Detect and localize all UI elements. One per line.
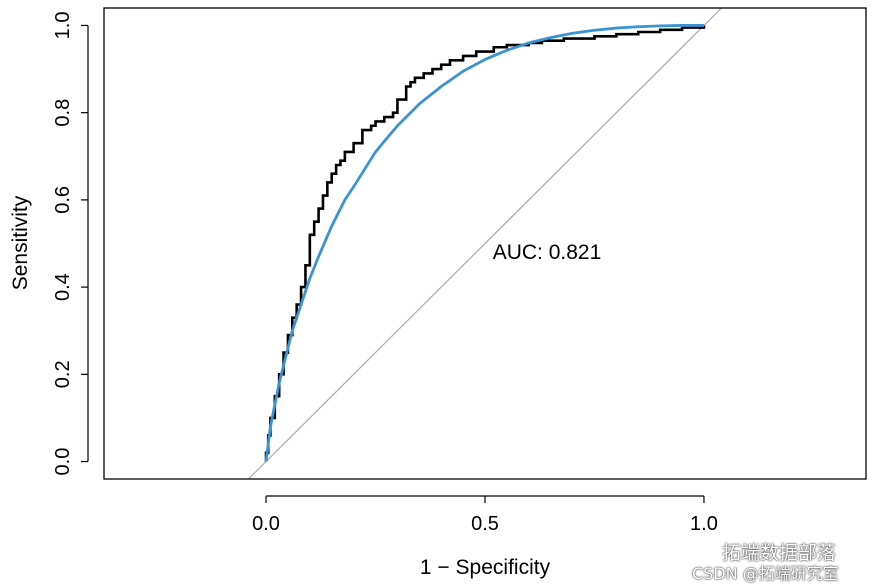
auc-annotation: AUC: 0.821 xyxy=(493,241,602,264)
plot-frame xyxy=(103,7,867,480)
x-axis: 0.0 0.5 1.0 xyxy=(252,495,718,535)
y-tick-label: 0.8 xyxy=(52,99,74,127)
y-tick-label: 1.0 xyxy=(52,12,74,40)
y-tick-label: 0.2 xyxy=(52,360,74,388)
x-tick-label: 0.0 xyxy=(252,513,280,535)
smoothed-roc-curve xyxy=(264,24,704,462)
x-axis-title: 1 − Specificity xyxy=(420,556,551,579)
watermark-line-1: 拓端数据部落 xyxy=(722,542,837,564)
y-tick-label: 0.4 xyxy=(52,273,74,301)
plot-lines xyxy=(248,8,722,479)
y-tick-label: 0.6 xyxy=(52,186,74,214)
x-tick-label: 0.5 xyxy=(471,513,499,535)
empirical-roc-curve xyxy=(264,25,706,462)
x-tick-label: 1.0 xyxy=(690,513,718,535)
y-tick-label: 0.0 xyxy=(52,448,74,476)
reference-diagonal-line xyxy=(248,8,722,479)
watermark-line-2: CSDN @拓端研究室 xyxy=(692,564,839,583)
y-axis-title: Sensitivity xyxy=(9,195,32,290)
y-axis: 0.0 0.2 0.4 0.6 0.8 1.0 xyxy=(52,12,89,476)
